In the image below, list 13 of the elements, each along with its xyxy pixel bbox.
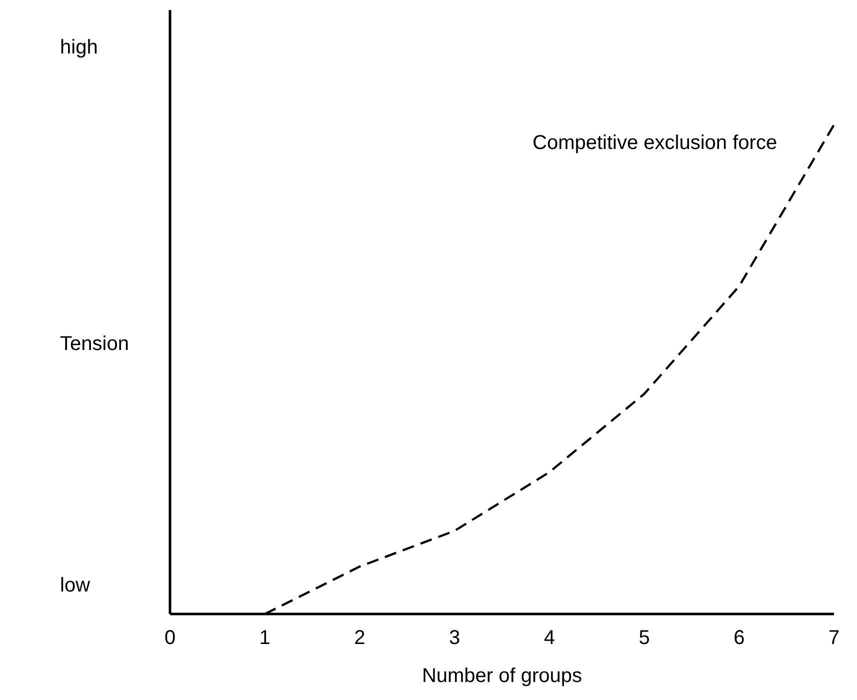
x-tick-label: 6 [734, 627, 745, 649]
x-axis-title: Number of groups [422, 665, 582, 687]
x-tick-label: 1 [259, 627, 270, 649]
x-tick-label: 3 [449, 627, 460, 649]
y-axis-title: Tension [60, 333, 129, 356]
x-tick-label: 7 [828, 627, 840, 649]
x-tick-label: 5 [638, 627, 650, 649]
text: low [60, 574, 91, 596]
annotation: Competitive exclusion force [532, 132, 778, 154]
x-tick-label: 2 [354, 627, 366, 649]
text: high [60, 36, 98, 58]
x-tick-label: 0 [164, 627, 176, 649]
x-tick-label: 4 [544, 627, 555, 649]
